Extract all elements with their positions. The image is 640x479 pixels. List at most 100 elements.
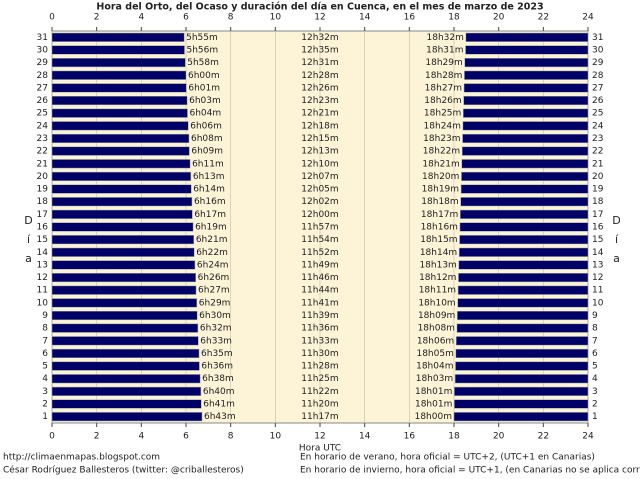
sunrise-label: 6h41m [203, 400, 235, 410]
x-tick-label: 14 [359, 13, 371, 23]
y-tick-label: 27 [592, 83, 603, 93]
x-tick-label: 12 [314, 13, 325, 23]
night-bar [455, 348, 589, 359]
night-bar [51, 323, 199, 333]
note-text: En horario de verano, hora oficial = UTC… [300, 453, 595, 463]
sunrise-label: 6h13m [193, 172, 225, 182]
x-tick-label: 14 [359, 432, 371, 442]
sunrise-label: 6h11m [192, 159, 224, 169]
sunrise-label: 6h14m [193, 185, 225, 195]
night-bar [454, 374, 589, 384]
night-bar [51, 285, 197, 295]
duration-label: 12h28m [301, 71, 338, 81]
sunset-label: 18h24m [424, 121, 461, 131]
night-bar [458, 247, 589, 257]
night-bar [457, 298, 589, 308]
night-bar [463, 108, 589, 118]
y-tick-label: 30 [37, 45, 49, 55]
x-tick-label: 0 [49, 13, 55, 23]
duration-label: 12h02m [301, 197, 338, 207]
y-tick-label: 4 [592, 374, 598, 384]
y-tick-label: 19 [37, 185, 49, 195]
night-bar [464, 58, 589, 68]
duration-label: 11h44m [301, 286, 338, 296]
sunrise-label: 5h58m [187, 58, 219, 68]
y-tick-label: 21 [37, 159, 48, 169]
night-bar [462, 121, 589, 131]
night-bar [51, 222, 194, 232]
y-tick-label: 10 [592, 298, 604, 308]
night-bar [463, 95, 589, 106]
sunrise-label: 6h19m [195, 223, 227, 233]
night-bar [461, 171, 589, 181]
y-tick-label: 14 [592, 248, 604, 258]
night-bar [51, 247, 195, 257]
y-tick-label: 2 [592, 400, 598, 410]
x-tick-label: 0 [49, 432, 55, 442]
sunrise-label: 6h03m [189, 96, 221, 106]
sunrise-label: 6h01m [188, 83, 220, 93]
sunset-label: 18h08m [418, 324, 455, 334]
night-bar [462, 133, 589, 144]
sunset-label: 18h26m [424, 96, 461, 106]
duration-label: 11h28m [301, 362, 338, 372]
y-tick-label: 17 [592, 210, 603, 220]
y-tick-label: 31 [592, 33, 603, 43]
night-bar [51, 108, 188, 118]
y-tick-label: 15 [37, 235, 48, 245]
sunset-label: 18h23m [423, 134, 460, 144]
y-tick-label: 11 [592, 286, 603, 296]
y-tick-label: 18 [592, 197, 604, 207]
duration-label: 12h13m [301, 147, 338, 157]
y-tick-label: 5 [592, 362, 598, 372]
x-tick-label: 2 [94, 13, 100, 23]
sunset-label: 18h13m [419, 260, 456, 270]
sunrise-label: 5h55m [186, 33, 218, 43]
x-tick-label: 18 [448, 13, 460, 23]
night-bar [464, 70, 589, 80]
y-tick-label: 13 [37, 260, 48, 270]
y-tick-label: 7 [42, 336, 48, 346]
duration-label: 12h15m [301, 134, 338, 144]
night-bar [51, 171, 192, 181]
duration-label: 11h57m [301, 223, 338, 233]
x-tick-label: 24 [582, 432, 594, 442]
x-tick-label: 12 [314, 432, 325, 442]
chart-title: Hora del Orto, del Ocaso y duración del … [96, 2, 543, 13]
y-axis-label: Día [610, 214, 623, 271]
night-bar [51, 121, 189, 131]
duration-label: 12h35m [301, 45, 338, 55]
y-tick-label: 10 [37, 298, 49, 308]
night-bar [454, 386, 589, 396]
x-tick-label: 20 [493, 13, 505, 23]
sunset-label: 18h01m [415, 387, 452, 397]
sunset-label: 18h10m [418, 298, 455, 308]
night-bar [51, 310, 198, 321]
y-axis-label: Día [22, 214, 35, 271]
duration-label: 11h17m [301, 412, 338, 422]
sunrise-label: 6h33m [200, 336, 232, 346]
sunrise-label: 6h06m [190, 121, 222, 131]
night-bar [51, 235, 195, 245]
y-tick-label: 16 [592, 223, 604, 233]
duration-label: 12h00m [301, 210, 338, 220]
sunset-label: 18h00m [415, 412, 452, 422]
night-bar [454, 399, 589, 409]
y-tick-label: 6 [592, 349, 598, 359]
sunrise-label: 6h21m [196, 235, 228, 245]
y-tick-label: 13 [592, 260, 603, 270]
night-bar [460, 184, 589, 194]
x-tick-label: 6 [183, 13, 189, 23]
sunset-label: 18h05m [416, 349, 453, 359]
y-tick-label: 8 [592, 324, 598, 334]
x-tick-label: 4 [138, 432, 144, 442]
sunset-label: 18h15m [420, 235, 457, 245]
y-tick-label: 29 [592, 58, 604, 68]
y-tick-label: 23 [37, 134, 48, 144]
sunset-label: 18h29m [425, 58, 462, 68]
y-tick-label: 9 [592, 311, 598, 321]
y-tick-label: 14 [37, 248, 49, 258]
y-tick-label: 5 [42, 362, 48, 372]
sunrise-label: 6h30m [199, 311, 231, 321]
y-tick-label: 25 [592, 109, 603, 119]
